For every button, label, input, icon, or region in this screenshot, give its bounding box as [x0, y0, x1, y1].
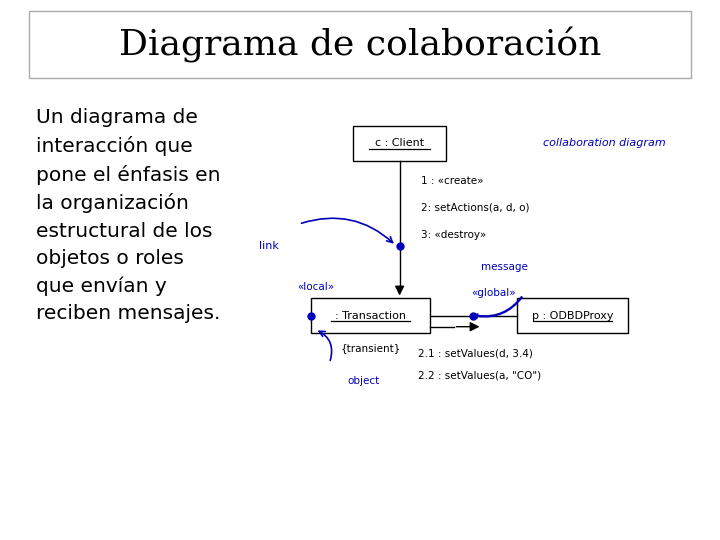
Text: 1 : «create»: 1 : «create» [421, 176, 484, 186]
Text: 2: setActions(a, d, o): 2: setActions(a, d, o) [421, 203, 530, 213]
Text: {transient}: {transient} [341, 343, 401, 353]
Text: Diagrama de colaboración: Diagrama de colaboración [119, 27, 601, 63]
Text: Un diagrama de
interacción que
pone el énfasis en
la organización
estructural de: Un diagrama de interacción que pone el é… [36, 108, 220, 323]
Text: link: link [259, 241, 279, 251]
Text: c : Client: c : Client [375, 138, 424, 148]
Text: 2.1 : setValues(d, 3.4): 2.1 : setValues(d, 3.4) [418, 349, 533, 359]
FancyBboxPatch shape [353, 125, 446, 160]
Text: 3: «destroy»: 3: «destroy» [421, 230, 487, 240]
Text: «local»: «local» [297, 282, 334, 292]
FancyBboxPatch shape [29, 11, 691, 78]
Text: message: message [480, 262, 528, 272]
Text: object: object [348, 376, 379, 386]
FancyBboxPatch shape [517, 298, 628, 333]
FancyBboxPatch shape [311, 298, 431, 333]
Text: 2.2 : setValues(a, "CO"): 2.2 : setValues(a, "CO") [418, 370, 541, 380]
Text: : Transaction: : Transaction [336, 311, 406, 321]
Text: collaboration diagram: collaboration diagram [544, 138, 666, 148]
Text: «global»: «global» [471, 288, 516, 298]
Text: p : ODBDProxy: p : ODBDProxy [531, 311, 613, 321]
